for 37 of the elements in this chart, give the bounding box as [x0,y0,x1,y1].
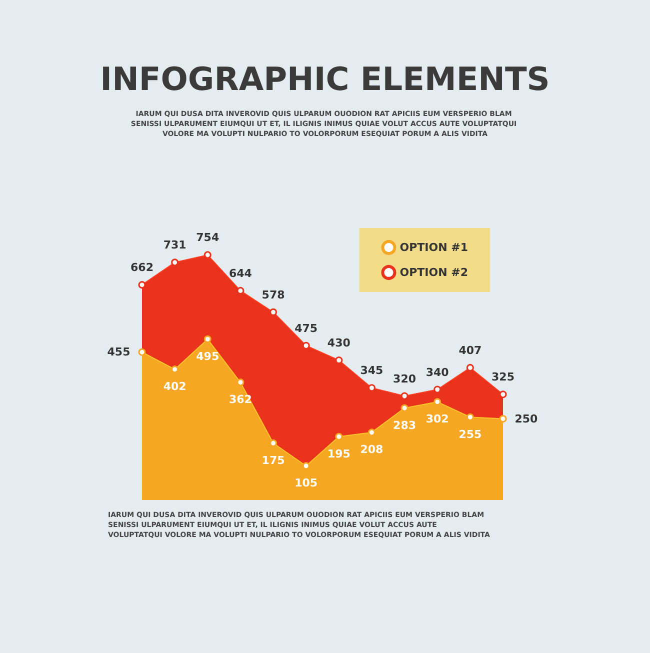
data-label: 731 [163,238,186,252]
data-label: 302 [426,412,449,426]
data-label: 662 [130,261,154,274]
data-label: 578 [262,288,285,302]
point [466,364,474,372]
data-label: 195 [327,447,350,460]
data-label: 644 [228,266,252,280]
point [138,281,146,289]
data-label: 208 [360,443,384,456]
point [335,356,343,364]
data-label: 255 [458,428,482,441]
data-label: 283 [393,418,416,432]
legend-label: OPTION #2 [400,266,468,279]
point [499,390,507,398]
point [335,432,343,440]
data-label: 175 [262,454,285,467]
point [138,348,146,356]
data-label: 402 [163,380,186,394]
data-label: 455 [107,346,130,359]
data-label: 495 [196,350,220,363]
data-label: 362 [228,393,252,406]
chart-title: INFOGRAPHIC ELEMENTS [100,60,550,98]
data-label: 754 [196,231,220,244]
point [204,335,212,343]
data-label: 345 [360,364,384,378]
legend-label: OPTION #1 [400,241,468,254]
data-label: 407 [458,344,482,357]
data-label: 325 [492,370,514,384]
point [270,308,278,316]
data-label: 430 [327,336,351,350]
data-label: 320 [393,372,416,386]
data-label: 475 [294,322,318,335]
data-label: 250 [514,412,538,426]
data-label: 105 [294,476,318,490]
data-label: 340 [426,366,450,379]
point [204,251,212,259]
point [499,415,507,422]
